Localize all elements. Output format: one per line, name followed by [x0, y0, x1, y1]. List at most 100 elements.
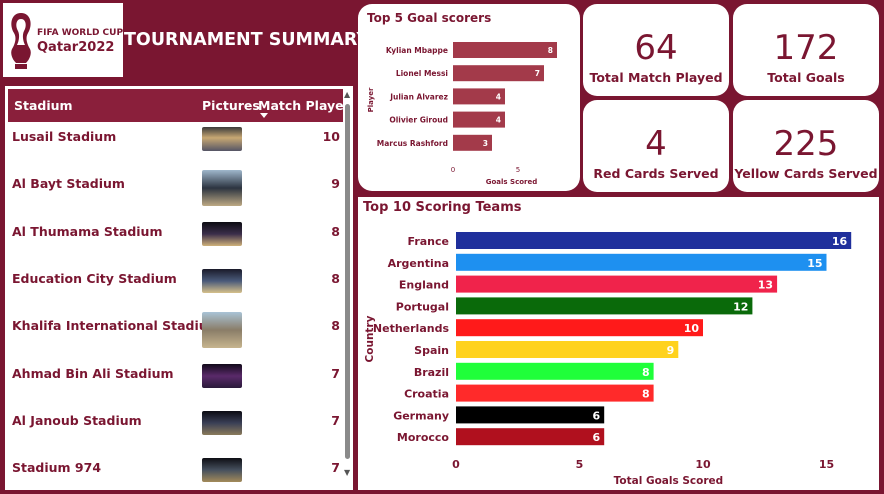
table-row[interactable]: Lusail Stadium 10 — [8, 126, 343, 173]
match-played-value: 7 — [331, 460, 340, 476]
match-played-value: 8 — [331, 318, 340, 334]
stadium-picture — [202, 268, 242, 293]
y-tick-label: England — [399, 279, 449, 292]
match-played-value: 7 — [331, 412, 340, 428]
data-label: 6 — [593, 409, 601, 422]
bar — [456, 406, 605, 424]
match-played-value: 10 — [322, 129, 340, 144]
x-tick-label: 15 — [819, 458, 834, 471]
stadium-picture — [202, 363, 242, 388]
data-label: 4 — [496, 92, 501, 101]
y-tick-label: Portugal — [396, 300, 449, 313]
match-played-value: 9 — [331, 176, 340, 192]
bar — [453, 134, 492, 151]
y-tick-label: Croatia — [404, 388, 449, 401]
fifa-logo: FIFA WORLD CUP Qatar2022 — [3, 3, 123, 77]
top-teams-card: Top 10 Scoring Teams France 16 Argentina 15… — [358, 197, 879, 490]
data-label: 16 — [832, 235, 848, 248]
y-tick-label: Julian Alvarez — [389, 92, 448, 101]
stadium-name: Al Bayt Stadium — [12, 176, 125, 192]
y-tick-label: France — [408, 235, 449, 248]
stadium-picture — [202, 127, 242, 151]
sort-descending-icon[interactable] — [260, 113, 268, 118]
kpi-red-cards: 4 Red Cards Served — [583, 100, 729, 192]
y-tick-label: Netherlands — [373, 322, 450, 335]
column-header-match-played[interactable]: Match Played — [258, 98, 353, 113]
y-tick-label: Argentina — [388, 257, 449, 270]
kpi-value: 172 — [773, 28, 839, 68]
stadium-picture — [202, 458, 242, 483]
bar — [456, 232, 852, 249]
table-row[interactable]: Education City Stadium 8 — [8, 268, 343, 315]
table-scrollbar[interactable]: ▲ ▼ — [344, 90, 350, 482]
page-title: TOURNAMENT SUMMARY — [124, 30, 370, 50]
x-tick-label: 0 — [451, 166, 455, 174]
x-axis-label: Total Goals Scored — [614, 475, 724, 487]
table-row[interactable]: Khalifa International Stadium 8 — [8, 312, 343, 362]
table-row[interactable]: Stadium 974 7 — [8, 457, 343, 494]
y-tick-label: Morocco — [397, 431, 450, 444]
top-scorers-chart: Kylian Mbappe 8 Lionel Messi 7 Julian Alvare… — [367, 42, 557, 186]
table-row[interactable]: Ahmad Bin Ali Stadium 7 — [8, 363, 343, 410]
bar — [456, 428, 605, 446]
stadium-name: Lusail Stadium — [12, 129, 117, 144]
bar — [453, 111, 505, 128]
data-label: 8 — [642, 388, 650, 401]
y-tick-label: Spain — [414, 344, 449, 357]
bar — [456, 297, 753, 315]
bar — [456, 319, 703, 337]
top-teams-chart: France 16 Argentina 15 England 13 Portugal 12 Ne… — [364, 232, 852, 487]
bar — [456, 275, 778, 293]
x-tick-label: 0 — [452, 458, 460, 471]
data-label: 9 — [667, 344, 675, 357]
y-tick-label: Brazil — [414, 366, 449, 379]
kpi-yellow-cards: 225 Yellow Cards Served — [733, 100, 879, 192]
match-played-value: 8 — [331, 270, 340, 286]
column-header-stadium[interactable]: Stadium — [14, 98, 73, 113]
kpi-value: 225 — [773, 124, 839, 164]
y-tick-label: Germany — [393, 409, 449, 422]
scroll-thumb[interactable] — [345, 104, 350, 459]
table-header: Stadium Pictures Match Played — [8, 89, 353, 122]
scroll-up-icon[interactable]: ▲ — [344, 90, 351, 99]
stadium-name: Stadium 974 — [12, 460, 102, 476]
stadium-table: Stadium Pictures Match Played Lusail Sta… — [5, 86, 353, 490]
data-label: 13 — [758, 279, 773, 292]
table-row[interactable]: Al Bayt Stadium 9 — [8, 170, 343, 220]
y-tick-label: Lionel Messi — [396, 69, 448, 78]
table-row[interactable]: Al Janoub Stadium 7 — [8, 410, 343, 457]
data-label: 10 — [684, 322, 700, 335]
logo-text-line1: FIFA WORLD CUP — [37, 28, 124, 38]
world-cup-trophy-icon — [11, 13, 31, 69]
stadium-name: Khalifa International Stadium — [12, 318, 221, 334]
data-label: 4 — [496, 116, 501, 125]
kpi-value: 4 — [645, 124, 667, 164]
data-label: 6 — [593, 431, 601, 444]
x-tick-label: 5 — [516, 166, 520, 174]
y-tick-label: Olivier Giroud — [389, 116, 448, 125]
stadium-name: Al Janoub Stadium — [12, 412, 142, 428]
data-label: 8 — [642, 366, 650, 379]
stadium-name: Ahmad Bin Ali Stadium — [12, 365, 174, 381]
kpi-value: 64 — [634, 28, 678, 68]
x-tick-label: 5 — [576, 458, 584, 471]
y-axis-label: Country — [364, 315, 376, 362]
bar — [456, 362, 654, 380]
scroll-down-icon[interactable]: ▼ — [344, 468, 351, 477]
bar — [453, 88, 505, 105]
bar — [456, 341, 679, 358]
table-row[interactable]: Al Thumama Stadium 8 — [8, 221, 343, 268]
data-label: 8 — [548, 46, 553, 55]
x-tick-label: 10 — [695, 458, 711, 471]
bar — [456, 253, 827, 271]
scorers-chart-title: Top 5 Goal scorers — [367, 11, 492, 25]
stadium-name: Al Thumama Stadium — [12, 223, 163, 239]
teams-chart-title: Top 10 Scoring Teams — [363, 200, 522, 215]
y-tick-label: Kylian Mbappe — [386, 46, 448, 55]
bar — [453, 65, 544, 82]
stadium-picture — [202, 312, 242, 349]
data-label: 12 — [733, 300, 748, 313]
column-header-pictures[interactable]: Pictures — [202, 98, 260, 113]
stadium-picture — [202, 221, 242, 246]
kpi-label: Red Cards Served — [593, 166, 719, 181]
